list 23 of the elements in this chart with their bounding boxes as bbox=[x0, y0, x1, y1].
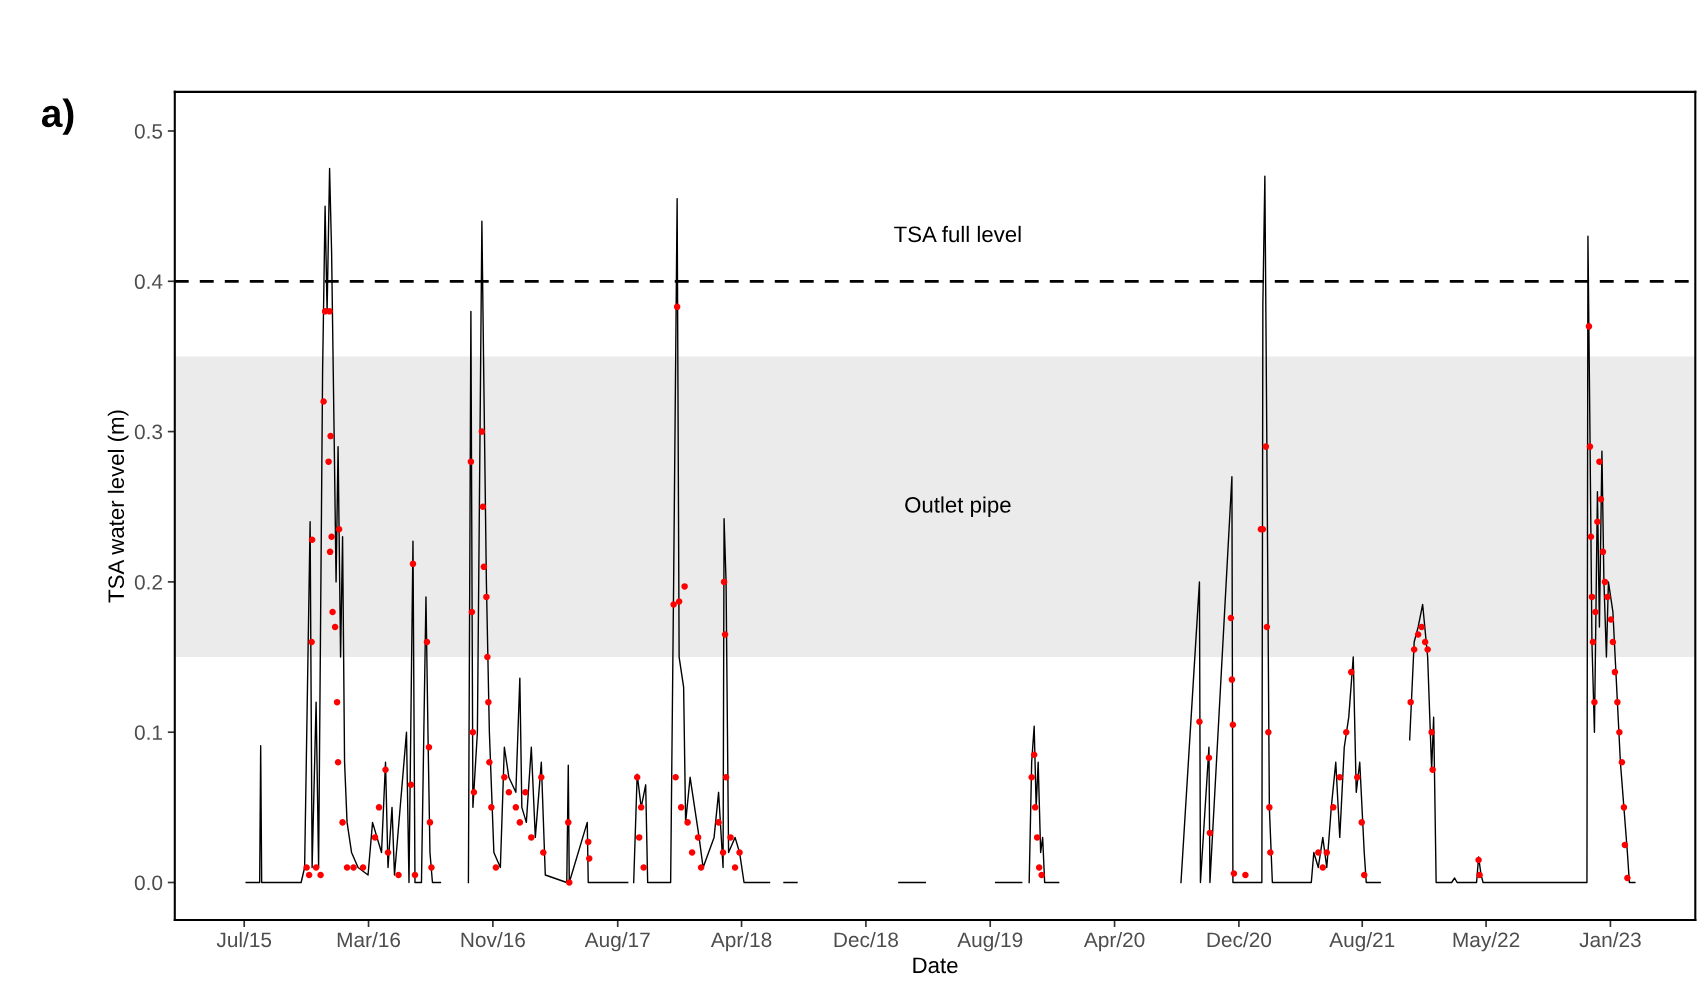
x-tick-label: Dec/18 bbox=[834, 931, 898, 948]
y-axis-title: TSA water level (m) bbox=[107, 410, 129, 603]
ref-line-label: TSA full level bbox=[894, 225, 1021, 243]
text: a) bbox=[41, 98, 74, 135]
y-tick-label: 0.3 bbox=[134, 424, 163, 440]
x-tick-label: Mar/16 bbox=[337, 931, 401, 948]
x-tick-label: May/22 bbox=[1453, 931, 1520, 952]
y-tick-label: 0.4 bbox=[134, 274, 163, 290]
y-tick-label: 0.5 bbox=[134, 123, 163, 139]
y-tick-label: 0.0 bbox=[134, 875, 163, 891]
x-tick-label: Aug/17 bbox=[584, 931, 650, 952]
y-tick-label: 0.2 bbox=[134, 574, 162, 590]
x-tick-label: Nov/16 bbox=[461, 931, 525, 948]
y-tick-label: 0.1 bbox=[134, 725, 162, 740]
x-tick-label: Dec/20 bbox=[1207, 931, 1272, 948]
x-tick-label: Apr/20 bbox=[1083, 931, 1145, 952]
x-tick-label: Apr/18 bbox=[710, 931, 772, 952]
x-tick-label: Jan/23 bbox=[1579, 931, 1641, 948]
x-tick-label: Aug/19 bbox=[957, 931, 1023, 952]
x-tick-label: Jul/15 bbox=[216, 931, 272, 948]
x-axis-title: Date bbox=[913, 957, 958, 974]
band-label: Outlet pipe bbox=[905, 496, 1011, 518]
x-tick-label: Aug/21 bbox=[1329, 931, 1395, 952]
